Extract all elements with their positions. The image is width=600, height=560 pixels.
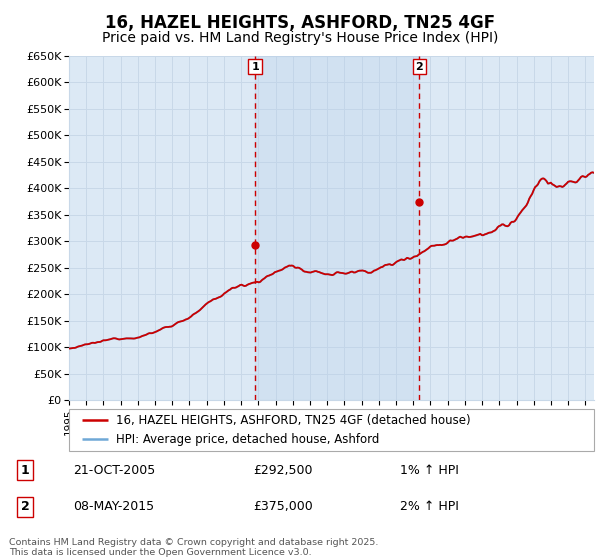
Text: 16, HAZEL HEIGHTS, ASHFORD, TN25 4GF: 16, HAZEL HEIGHTS, ASHFORD, TN25 4GF: [105, 14, 495, 32]
Text: HPI: Average price, detached house, Ashford: HPI: Average price, detached house, Ashf…: [116, 433, 380, 446]
Text: 1: 1: [21, 464, 29, 477]
Text: 1% ↑ HPI: 1% ↑ HPI: [400, 464, 459, 477]
Text: 2: 2: [416, 62, 424, 72]
Text: 21-OCT-2005: 21-OCT-2005: [74, 464, 156, 477]
Text: £292,500: £292,500: [253, 464, 313, 477]
Text: 2% ↑ HPI: 2% ↑ HPI: [400, 500, 459, 514]
Text: 16, HAZEL HEIGHTS, ASHFORD, TN25 4GF (detached house): 16, HAZEL HEIGHTS, ASHFORD, TN25 4GF (de…: [116, 414, 471, 427]
Text: 2: 2: [21, 500, 29, 514]
Text: Price paid vs. HM Land Registry's House Price Index (HPI): Price paid vs. HM Land Registry's House …: [102, 31, 498, 45]
FancyBboxPatch shape: [69, 409, 594, 451]
Text: £375,000: £375,000: [253, 500, 313, 514]
Text: Contains HM Land Registry data © Crown copyright and database right 2025.
This d: Contains HM Land Registry data © Crown c…: [9, 538, 379, 557]
Text: 1: 1: [251, 62, 259, 72]
Bar: [255, 56, 419, 400]
Text: 08-MAY-2015: 08-MAY-2015: [74, 500, 155, 514]
